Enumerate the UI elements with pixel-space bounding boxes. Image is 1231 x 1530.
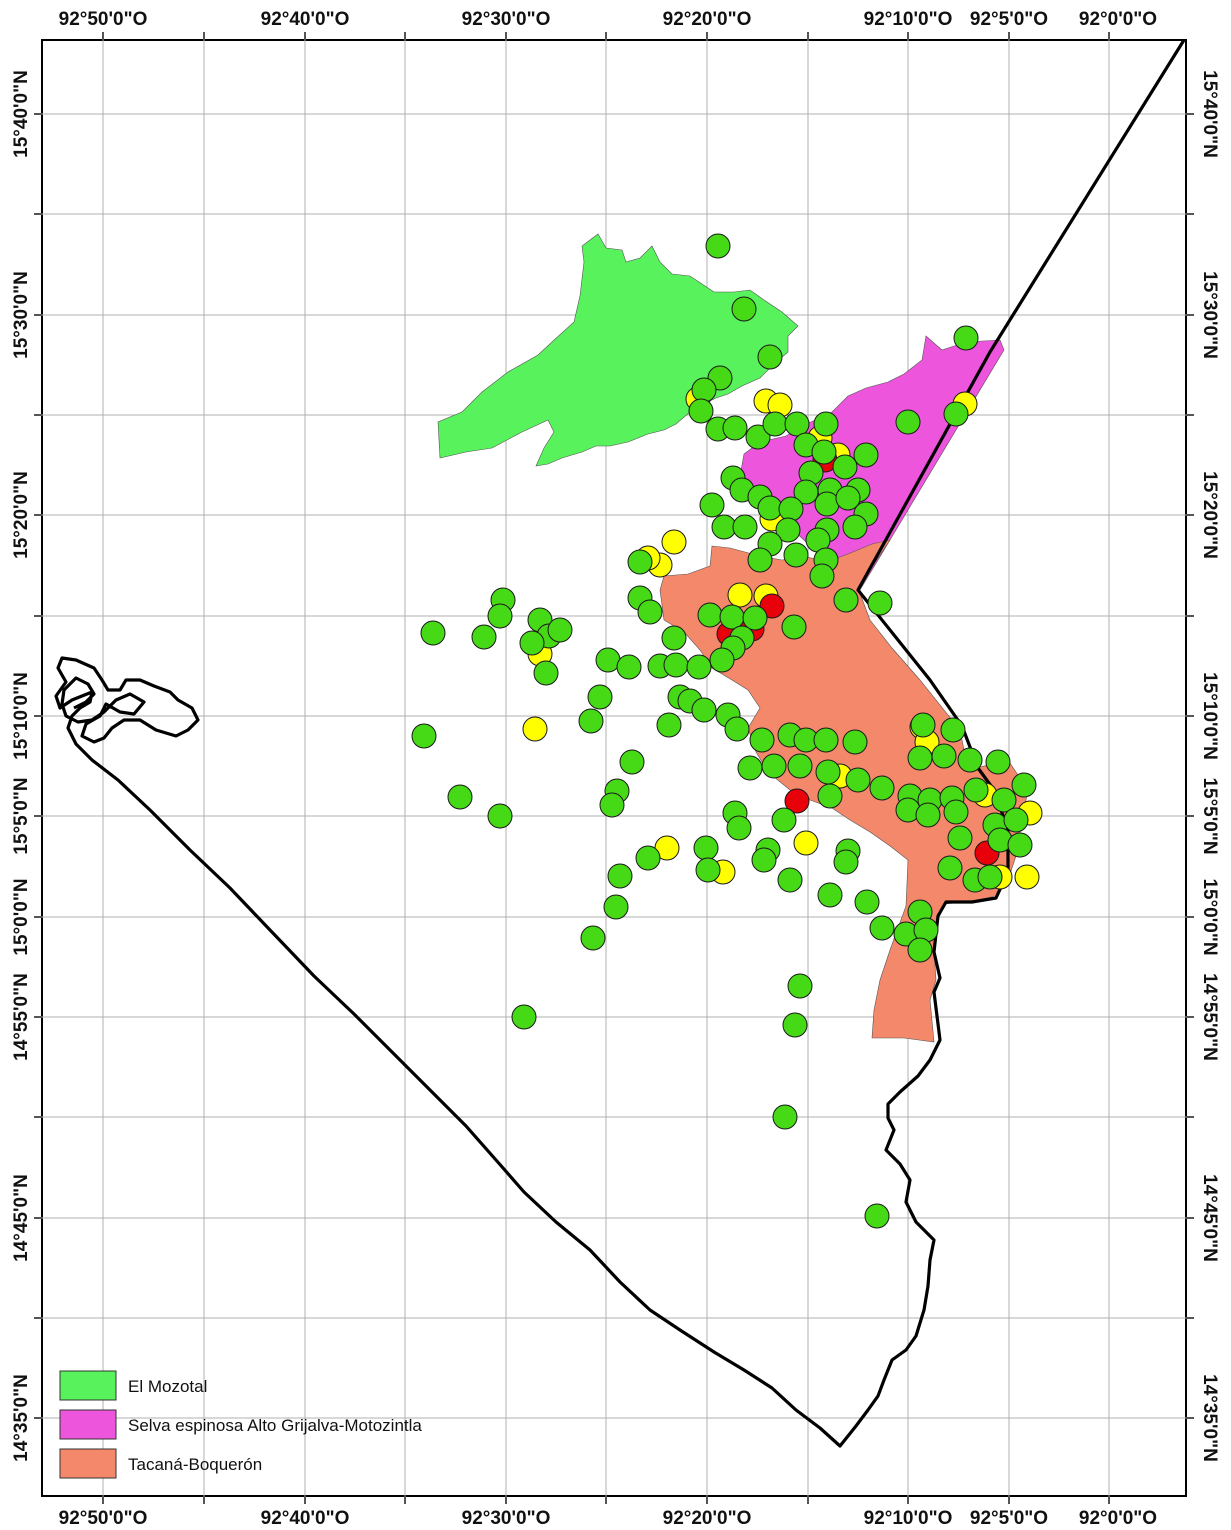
top-tick-label: 92°0'0"O [1079, 9, 1157, 30]
left-axis-labels: 15°40'0"N 15°30'0"N 15°20'0"N 15°10'0"N … [11, 70, 32, 1462]
legend-swatch-el-mozotal [59, 1370, 117, 1401]
left-tick-label: 15°5'0"N [11, 777, 32, 854]
right-tick-label: 14°45'0"N [1199, 1174, 1220, 1262]
top-tick-label: 92°10'0"O [864, 9, 953, 30]
right-tick-label: 14°55'0"N [1199, 973, 1220, 1061]
left-tick-label: 14°35'0"N [11, 1374, 32, 1462]
bottom-tick-label: 92°30'0"O [462, 1508, 551, 1529]
legend-label: Tacaná-Boquerón [128, 1455, 262, 1474]
left-tick-label: 15°0'0"N [11, 878, 32, 955]
left-tick-label: 14°45'0"N [11, 1174, 32, 1262]
left-tick-label: 14°55'0"N [11, 973, 32, 1061]
left-tick-label: 15°10'0"N [11, 672, 32, 760]
right-tick-label: 15°10'0"N [1199, 672, 1220, 760]
study-area-boundary [54, 39, 1186, 1448]
right-tick-label: 15°5'0"N [1199, 777, 1220, 854]
legend-label: Selva espinosa Alto Grijalva-Motozintla [128, 1416, 422, 1435]
top-tick-label: 92°40'0"O [261, 9, 350, 30]
right-tick-label: 14°35'0"N [1199, 1374, 1220, 1462]
top-tick-label: 92°30'0"O [462, 9, 551, 30]
bottom-tick-label: 92°5'0"O [970, 1508, 1048, 1529]
legend: El Mozotal Selva espinosa Alto Grijalva-… [59, 1370, 422, 1479]
top-axis-labels: 92°50'0"O 92°40'0"O 92°30'0"O 92°20'0"O … [59, 9, 1157, 30]
bottom-axis-labels: 92°50'0"O 92°40'0"O 92°30'0"O 92°20'0"O … [59, 1508, 1157, 1529]
right-tick-label: 15°40'0"N [1199, 70, 1220, 158]
left-tick-label: 15°20'0"N [11, 471, 32, 559]
right-tick-label: 15°20'0"N [1199, 471, 1220, 559]
top-tick-label: 92°5'0"O [970, 9, 1048, 30]
bottom-tick-label: 92°10'0"O [864, 1508, 953, 1529]
bottom-tick-label: 92°20'0"O [663, 1508, 752, 1529]
bottom-tick-label: 92°50'0"O [59, 1508, 148, 1529]
bottom-tick-label: 92°40'0"O [261, 1508, 350, 1529]
occurrence-points [411, 233, 1043, 1229]
legend-swatch-tacana-boqueron [59, 1448, 117, 1479]
frame-ticks [34, 32, 1194, 1504]
legend-label: El Mozotal [128, 1377, 207, 1396]
left-tick-label: 15°30'0"N [11, 271, 32, 359]
right-axis-labels: 15°40'0"N 15°30'0"N 15°20'0"N 15°10'0"N … [1199, 70, 1220, 1462]
right-tick-label: 15°30'0"N [1199, 271, 1220, 359]
legend-swatch-selva-espinosa [59, 1409, 117, 1440]
top-tick-label: 92°20'0"O [663, 9, 752, 30]
points-green [411, 233, 1037, 1229]
bottom-tick-label: 92°0'0"O [1079, 1508, 1157, 1529]
right-tick-label: 15°0'0"N [1199, 878, 1220, 955]
left-tick-label: 15°40'0"N [11, 70, 32, 158]
top-tick-label: 92°50'0"O [59, 9, 148, 30]
region-el-mozotal [437, 233, 799, 467]
